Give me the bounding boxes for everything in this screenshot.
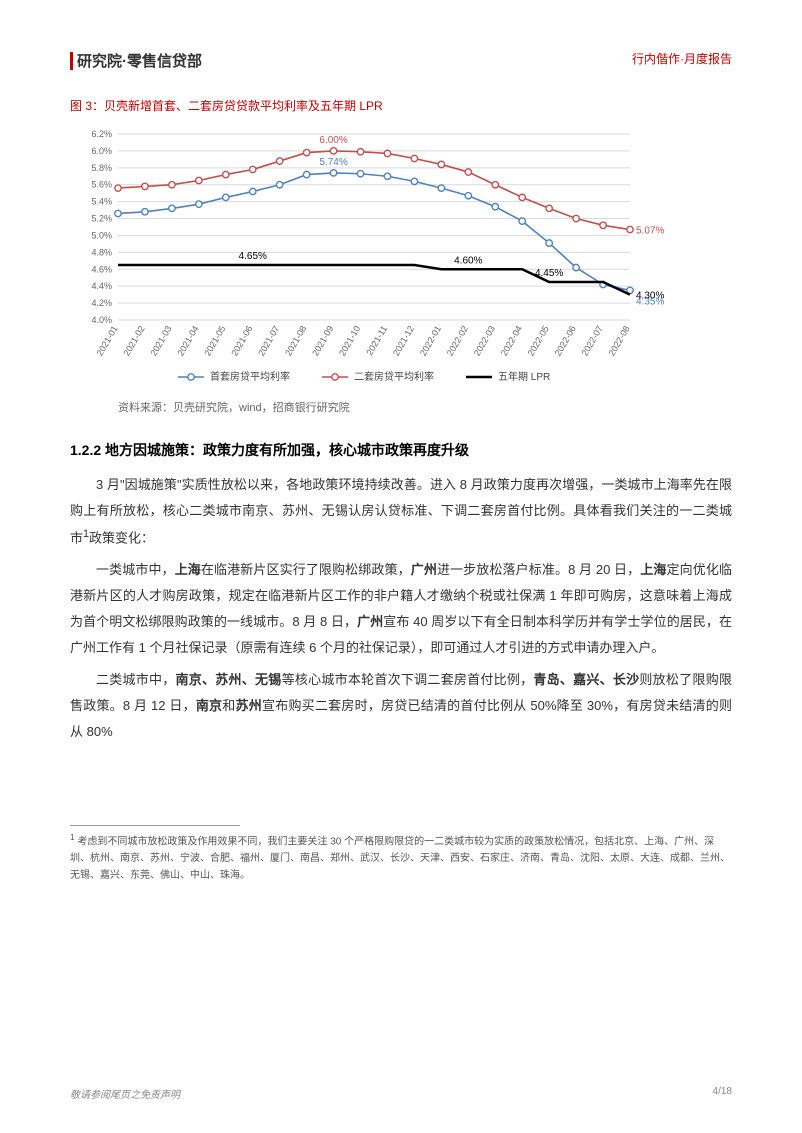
header-right-text: 行内偕作·月度报告 <box>632 50 732 67</box>
svg-text:2022-01: 2022-01 <box>418 324 443 358</box>
svg-text:2022-03: 2022-03 <box>472 324 497 358</box>
svg-text:5.8%: 5.8% <box>91 163 112 173</box>
svg-text:5.74%: 5.74% <box>319 157 347 168</box>
header-accent-bar <box>70 52 73 70</box>
svg-text:4.6%: 4.6% <box>91 264 112 274</box>
svg-text:2021-05: 2021-05 <box>202 324 227 358</box>
footer-disclaimer: 敬请参阅尾页之免责声明 <box>70 1086 180 1101</box>
page-header: 研究院·零售信贷部 行内偕作·月度报告 <box>70 50 732 71</box>
svg-text:2021-07: 2021-07 <box>256 324 281 358</box>
svg-text:首套房贷平均利率: 首套房贷平均利率 <box>210 370 290 383</box>
svg-text:2021-09: 2021-09 <box>310 324 335 358</box>
svg-text:2021-02: 2021-02 <box>122 324 147 358</box>
paragraph-1: 3 月"因城施策"实质性放松以来，各地政策环境持续改善。进入 8 月政策力度再次… <box>70 472 732 551</box>
svg-text:4.45%: 4.45% <box>535 268 563 279</box>
line-chart: 4.0% 4.2% 4.4% 4.6% 4.8% 5.0% 5.2% 5.4% 5.6% 5.8%… <box>70 120 732 395</box>
svg-text:五年期 LPR: 五年期 LPR <box>498 370 550 383</box>
svg-text:5.6%: 5.6% <box>91 180 112 190</box>
svg-text:2021-01: 2021-01 <box>95 324 120 358</box>
svg-text:6.00%: 6.00% <box>319 135 347 146</box>
header-left-text: 研究院·零售信贷部 <box>77 50 202 71</box>
svg-text:2021-11: 2021-11 <box>364 324 389 357</box>
footnote-separator <box>70 825 240 826</box>
svg-text:2022-04: 2022-04 <box>499 324 524 358</box>
svg-text:2022-08: 2022-08 <box>607 324 632 358</box>
svg-text:4.2%: 4.2% <box>91 298 112 308</box>
svg-text:4.8%: 4.8% <box>91 247 112 257</box>
svg-text:2022-02: 2022-02 <box>445 324 470 358</box>
svg-text:2021-10: 2021-10 <box>337 324 362 358</box>
svg-text:4.60%: 4.60% <box>454 255 482 266</box>
chart-title: 图 3：贝壳新增首套、二套房贷贷款平均利率及五年期 LPR <box>70 97 732 114</box>
page-number: 4/18 <box>713 1086 732 1101</box>
svg-text:2021-06: 2021-06 <box>229 324 254 358</box>
svg-text:二套房贷平均利率: 二套房贷平均利率 <box>354 370 434 383</box>
svg-text:4.65%: 4.65% <box>239 251 267 262</box>
svg-text:4.4%: 4.4% <box>91 281 112 291</box>
svg-text:2022-05: 2022-05 <box>526 324 551 358</box>
footnote: 1 考虑到不同城市放松政策及作用效果不同，我们主要关注 30 个严格限购限贷的一… <box>70 830 732 884</box>
svg-text:5.07%: 5.07% <box>636 226 664 237</box>
section-title: 1.2.2 地方因城施策：政策力度有所加强，核心城市政策再度升级 <box>70 437 732 464</box>
header-left: 研究院·零售信贷部 <box>70 50 202 71</box>
svg-text:2022-06: 2022-06 <box>553 324 578 358</box>
svg-text:5.2%: 5.2% <box>91 214 112 224</box>
svg-text:4.0%: 4.0% <box>91 315 112 325</box>
svg-text:2021-04: 2021-04 <box>175 324 200 358</box>
svg-text:2021-12: 2021-12 <box>391 324 416 358</box>
svg-text:5.4%: 5.4% <box>91 197 112 207</box>
chart-source: 资料来源：贝壳研究院，wind，招商银行研究院 <box>118 399 732 415</box>
paragraph-3: 二类城市中，南京、苏州、无锡等核心城市本轮首次下调二套房首付比例，青岛、嘉兴、长… <box>70 667 732 745</box>
svg-text:6.0%: 6.0% <box>91 146 112 156</box>
svg-text:6.2%: 6.2% <box>91 129 112 139</box>
svg-text:4.30%: 4.30% <box>636 291 664 302</box>
svg-text:2021-03: 2021-03 <box>148 324 173 358</box>
svg-text:5.0%: 5.0% <box>91 230 112 240</box>
page-footer: 敬请参阅尾页之免责声明 4/18 <box>70 1086 732 1101</box>
svg-text:2022-07: 2022-07 <box>580 324 605 358</box>
svg-text:2021-08: 2021-08 <box>283 324 308 358</box>
chart-svg: 4.0% 4.2% 4.4% 4.6% 4.8% 5.0% 5.2% 5.4% 5.6% 5.8%… <box>70 120 680 390</box>
paragraph-2: 一类城市中，上海在临港新片区实行了限购松绑政策，广州进一步放松落户标准。8 月 … <box>70 557 732 661</box>
